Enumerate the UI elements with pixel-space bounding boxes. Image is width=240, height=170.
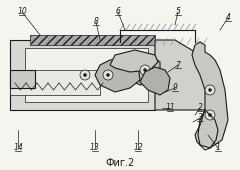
Circle shape	[205, 85, 215, 95]
Bar	[10, 70, 35, 88]
Circle shape	[209, 114, 211, 116]
Circle shape	[144, 69, 146, 72]
Circle shape	[107, 73, 109, 76]
Text: 10: 10	[17, 7, 27, 16]
Text: 4: 4	[226, 13, 230, 22]
Bar	[10, 70, 100, 95]
Polygon shape	[95, 58, 140, 92]
Text: 2: 2	[198, 104, 202, 113]
Circle shape	[140, 65, 150, 75]
Text: 8: 8	[94, 18, 98, 27]
Text: 7: 7	[176, 61, 180, 70]
Circle shape	[103, 70, 113, 80]
Text: 14: 14	[13, 143, 23, 152]
Text: 1: 1	[216, 143, 220, 152]
Bar	[30, 35, 155, 45]
Text: 12: 12	[133, 143, 143, 152]
Polygon shape	[128, 55, 160, 85]
Polygon shape	[25, 48, 148, 102]
Circle shape	[84, 73, 86, 76]
Text: Фиг.2: Фиг.2	[105, 158, 135, 168]
Polygon shape	[140, 67, 170, 95]
Circle shape	[80, 70, 90, 80]
Polygon shape	[10, 40, 175, 110]
Text: 11: 11	[165, 104, 175, 113]
Text: 5: 5	[176, 7, 180, 16]
Text: 13: 13	[90, 143, 100, 152]
Text: 6: 6	[116, 7, 120, 16]
Polygon shape	[155, 40, 220, 110]
Polygon shape	[110, 50, 158, 72]
Circle shape	[205, 110, 215, 120]
Circle shape	[209, 89, 211, 91]
Polygon shape	[192, 42, 228, 148]
Text: 9: 9	[173, 83, 177, 92]
Text: 3: 3	[198, 114, 202, 123]
